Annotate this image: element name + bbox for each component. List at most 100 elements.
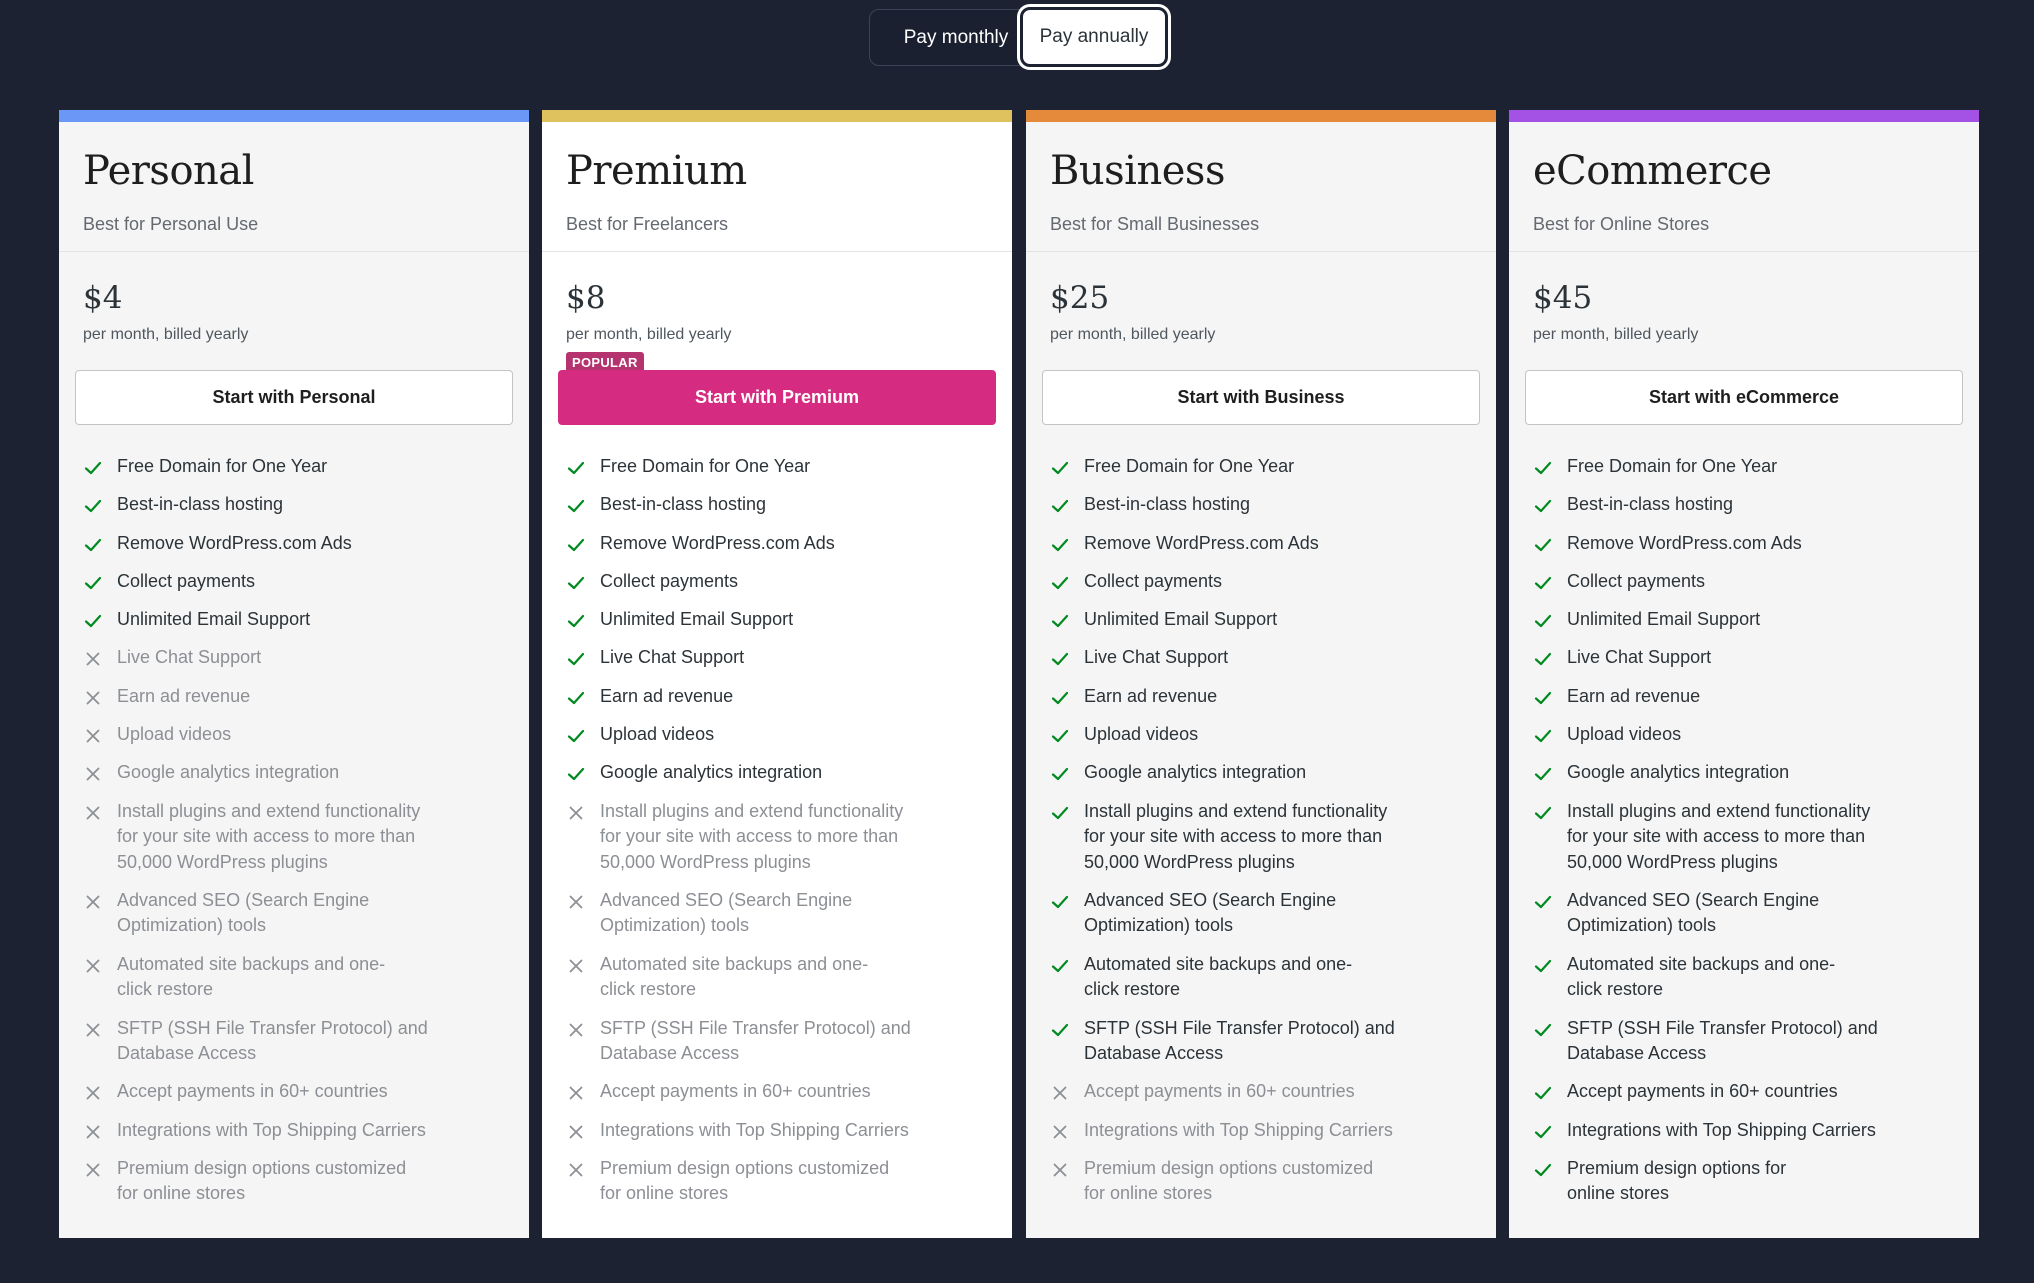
cross-icon <box>1053 1163 1067 1177</box>
feature-item: Premium design options customized for on… <box>83 1156 503 1207</box>
feature-item: Free Domain for One Year <box>83 454 503 480</box>
feature-label: Earn ad revenue <box>600 685 734 706</box>
feature-item: Advanced SEO (Search Engine Optimization… <box>566 888 986 939</box>
feature-item: Best-in-class hosting <box>1050 492 1470 518</box>
feature-item: Earn ad revenue <box>1050 684 1470 710</box>
check-icon <box>1051 653 1069 666</box>
feature-item: Install plugins and extend functionality… <box>566 799 986 876</box>
feature-item: Upload videos <box>1533 722 1953 748</box>
plan-price: $45 <box>1533 280 1593 316</box>
check-icon <box>1534 729 1552 743</box>
cross-icon <box>569 1086 583 1100</box>
feature-item: Accept payments in 60+ countries <box>1533 1079 1953 1105</box>
feature-label: Live Chat Support <box>1567 647 1712 668</box>
cross-icon <box>86 729 100 743</box>
feature-item: Live Chat Support <box>83 645 503 671</box>
feature-item: Google analytics integration <box>1533 760 1953 786</box>
feature-item: Unlimited Email Support <box>566 607 986 633</box>
cross-icon <box>86 895 100 909</box>
feature-label: Remove WordPress.com Ads <box>117 532 352 553</box>
check-icon <box>1051 538 1069 551</box>
pay-monthly-button[interactable]: Pay monthly <box>903 26 1009 48</box>
check-icon <box>1534 1023 1552 1036</box>
cross-icon <box>86 691 100 705</box>
feature-item: Earn ad revenue <box>1533 684 1953 710</box>
feature-item: Automated site backups and one- click re… <box>566 952 986 1003</box>
check-icon <box>1051 691 1069 704</box>
feature-label: Live Chat Support <box>600 647 745 668</box>
feature-item: Advanced SEO (Search Engine Optimization… <box>1533 888 1953 939</box>
feature-item: Live Chat Support <box>1533 645 1953 671</box>
feature-item: Free Domain for One Year <box>566 454 986 480</box>
cross-icon <box>569 1125 583 1139</box>
feature-label: Best-in-class hosting <box>1567 494 1734 515</box>
feature-label: Earn ad revenue <box>1567 685 1701 706</box>
feature-item: Remove WordPress.com Ads <box>83 531 503 557</box>
check-icon <box>1051 461 1069 475</box>
feature-label: Google analytics integration <box>117 762 340 783</box>
start-premium-button[interactable]: Start with Premium <box>558 370 996 425</box>
feature-item: Automated site backups and one- click re… <box>83 952 503 1003</box>
pay-annually-button[interactable]: Pay annually <box>1020 7 1168 67</box>
check-icon <box>1051 615 1069 628</box>
feature-label: Automated site backups and one- click re… <box>117 953 386 1000</box>
plan-accent-stripe <box>1509 110 1979 122</box>
check-icon <box>84 461 102 475</box>
plan-header: Personal Best for Personal Use <box>59 122 529 252</box>
feature-label: Remove WordPress.com Ads <box>1084 532 1319 553</box>
feature-label: Best-in-class hosting <box>117 494 284 515</box>
feature-item: Remove WordPress.com Ads <box>1050 531 1470 557</box>
cross-icon <box>86 767 100 781</box>
cross-icon <box>1053 1086 1067 1100</box>
feature-label: Unlimited Email Support <box>117 609 311 630</box>
feature-label: Install plugins and extend functionality… <box>1567 800 1871 872</box>
feature-label: Earn ad revenue <box>1084 685 1218 706</box>
feature-label: Collect payments <box>117 570 256 591</box>
plan-subtitle: Best for Personal Use <box>83 214 259 234</box>
feature-label: Google analytics integration <box>1084 762 1307 783</box>
feature-list: Free Domain for One Year Best-in-class ho… <box>83 454 503 1220</box>
start-ecommerce-button[interactable]: Start with eCommerce <box>1525 370 1963 425</box>
plan-subtitle: Best for Freelancers <box>566 214 729 234</box>
check-icon <box>567 691 585 704</box>
feature-item: Remove WordPress.com Ads <box>566 531 986 557</box>
plan-card-business: Business Best for Small Businesses $25 p… <box>1026 110 1496 1238</box>
feature-item: Automated site backups and one- click re… <box>1533 952 1953 1003</box>
check-icon <box>1051 729 1069 743</box>
plan-name: Personal <box>83 148 254 194</box>
feature-item: Integrations with Top Shipping Carriers <box>1050 1118 1470 1144</box>
check-icon <box>1534 1163 1552 1177</box>
feature-item: Remove WordPress.com Ads <box>1533 531 1953 557</box>
feature-item: Live Chat Support <box>566 645 986 671</box>
feature-label: Accept payments in 60+ countries <box>600 1081 871 1102</box>
start-business-button[interactable]: Start with Business <box>1042 370 1480 425</box>
feature-item: Live Chat Support <box>1050 645 1470 671</box>
feature-item: Best-in-class hosting <box>83 492 503 518</box>
feature-label: Free Domain for One Year <box>117 456 328 476</box>
plan-price: $4 <box>83 280 123 316</box>
feature-label: Unlimited Email Support <box>600 609 794 630</box>
check-icon <box>84 538 102 551</box>
feature-item: Premium design options for online stores <box>1533 1156 1953 1207</box>
check-icon <box>1534 1087 1552 1100</box>
cross-icon <box>569 1163 583 1177</box>
check-icon <box>1534 691 1552 704</box>
feature-item: Best-in-class hosting <box>1533 492 1953 518</box>
check-icon <box>567 500 585 513</box>
feature-label: SFTP (SSH File Transfer Protocol) and Da… <box>1567 1017 1878 1064</box>
check-icon <box>1534 500 1552 513</box>
check-icon <box>84 576 102 589</box>
feature-label: Live Chat Support <box>117 647 262 668</box>
feature-item: Advanced SEO (Search Engine Optimization… <box>83 888 503 939</box>
feature-item: Unlimited Email Support <box>1050 607 1470 633</box>
start-personal-button[interactable]: Start with Personal <box>75 370 513 425</box>
feature-label: Premium design options customized for on… <box>117 1157 407 1204</box>
feature-list: Free Domain for One Year Best-in-class ho… <box>1050 454 1470 1220</box>
plan-price: $25 <box>1050 280 1110 316</box>
feature-item: Earn ad revenue <box>83 684 503 710</box>
check-icon <box>1051 895 1069 909</box>
feature-label: Integrations with Top Shipping Carriers <box>600 1119 909 1140</box>
check-icon <box>567 653 585 666</box>
feature-item: Free Domain for One Year <box>1533 454 1953 480</box>
plan-subtitle: Best for Small Businesses <box>1050 214 1260 234</box>
